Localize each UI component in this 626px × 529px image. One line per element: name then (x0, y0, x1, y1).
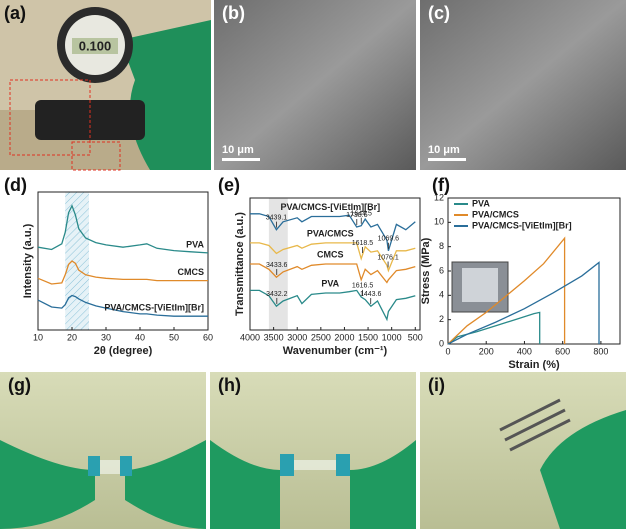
y-tick-label: 0 (439, 338, 444, 348)
gauge-reading: 0.100 (79, 38, 112, 53)
series-label: PVA/CMCS-[ViEtIm][Br] (104, 303, 204, 313)
highlight-band (268, 198, 288, 330)
x-tick-label: 2500 (311, 332, 331, 342)
series-label: PVA (321, 278, 339, 288)
series-label: CMCS (178, 267, 205, 277)
peak-label: 3439.1 (266, 214, 288, 221)
x-tick-label: 2000 (334, 332, 354, 342)
peak-label: 1616.5 (352, 283, 374, 290)
scale-bar (222, 158, 260, 161)
photo-c (420, 0, 626, 170)
photo-a: 0.100 (0, 0, 211, 171)
y-tick-label: 6 (439, 265, 444, 275)
scale-bar (428, 158, 466, 161)
photo-g (0, 372, 206, 529)
series-line (250, 242, 416, 273)
peak-label: 1443.6 (360, 291, 382, 298)
x-tick-label: 1500 (358, 332, 378, 342)
series-line (250, 213, 416, 251)
x-tick-label: 0 (445, 346, 450, 356)
series-line (447, 261, 600, 345)
photo-h (210, 372, 416, 529)
x-axis-title: 2θ (degree) (94, 345, 153, 357)
peak-label: 3433.6 (266, 262, 288, 269)
panel-label: (g) (8, 375, 31, 395)
peak-label: 3432.2 (266, 291, 288, 298)
legend-label: PVA/CMCS-[ViEtIm][Br] (472, 220, 572, 230)
x-tick-label: 4000 (240, 332, 260, 342)
series-line (250, 263, 416, 284)
x-axis-title: Strain (%) (508, 359, 560, 371)
panel-label: (h) (218, 375, 241, 395)
panel-label: (f) (432, 175, 450, 195)
panel-label: (e) (218, 175, 240, 195)
series-line (250, 289, 416, 322)
scale-label: 10 μm (222, 144, 254, 156)
photo-b (214, 0, 416, 170)
series-line (447, 236, 566, 345)
legend-label: PVA (472, 198, 490, 208)
series-label: PVA (186, 239, 204, 249)
x-tick-label: 50 (169, 332, 179, 342)
x-tick-label: 30 (101, 332, 111, 342)
panel-label: (b) (222, 3, 245, 23)
series-line (37, 260, 208, 285)
series-label: PVA/CMCS-[ViEtIm][Br] (280, 202, 380, 212)
legend-label: PVA/CMCS (472, 209, 519, 219)
series-label: CMCS (317, 249, 344, 259)
x-tick-label: 10 (33, 332, 43, 342)
x-tick-label: 60 (203, 332, 213, 342)
x-axis-title: Wavenumber (cm⁻¹) (283, 345, 388, 357)
y-tick-label: 4 (439, 290, 444, 300)
x-tick-label: 400 (517, 346, 532, 356)
panel-label: (c) (428, 3, 450, 23)
y-tick-label: 12 (434, 192, 444, 202)
y-tick-label: 2 (439, 314, 444, 324)
peak-label: 1618.5 (352, 240, 374, 247)
peak-label: 1069.6 (378, 236, 400, 243)
x-tick-label: 600 (555, 346, 570, 356)
series-line (37, 294, 208, 317)
series-label: PVA/CMCS (307, 228, 354, 238)
peak-label: 1738.6 (346, 212, 368, 219)
panel-label: (a) (4, 3, 26, 23)
scale-label: 10 μm (428, 144, 460, 156)
panel-label: (d) (4, 175, 27, 195)
x-tick-label: 3000 (287, 332, 307, 342)
x-tick-label: 20 (67, 332, 77, 342)
series-line (447, 311, 541, 345)
y-axis-title: Transmittance (a.u.) (234, 212, 246, 316)
photo-i (420, 372, 626, 529)
inset-frame (462, 268, 498, 302)
peak-label: 1076.1 (377, 254, 399, 261)
x-tick-label: 1000 (382, 332, 402, 342)
x-tick-label: 40 (135, 332, 145, 342)
plot-frame (37, 191, 209, 331)
peak-label: 1644.5 (351, 211, 373, 218)
x-tick-label: 500 (408, 332, 423, 342)
y-tick-label: 8 (439, 241, 444, 251)
x-tick-label: 200 (479, 346, 494, 356)
y-axis-title: Stress (MPa) (420, 237, 432, 304)
y-axis-title: Intensity (a.u.) (22, 223, 34, 298)
panel-label: (i) (428, 375, 445, 395)
x-tick-label: 3500 (264, 332, 284, 342)
x-tick-label: 800 (593, 346, 608, 356)
y-tick-label: 10 (434, 217, 444, 227)
series-line (37, 204, 209, 254)
